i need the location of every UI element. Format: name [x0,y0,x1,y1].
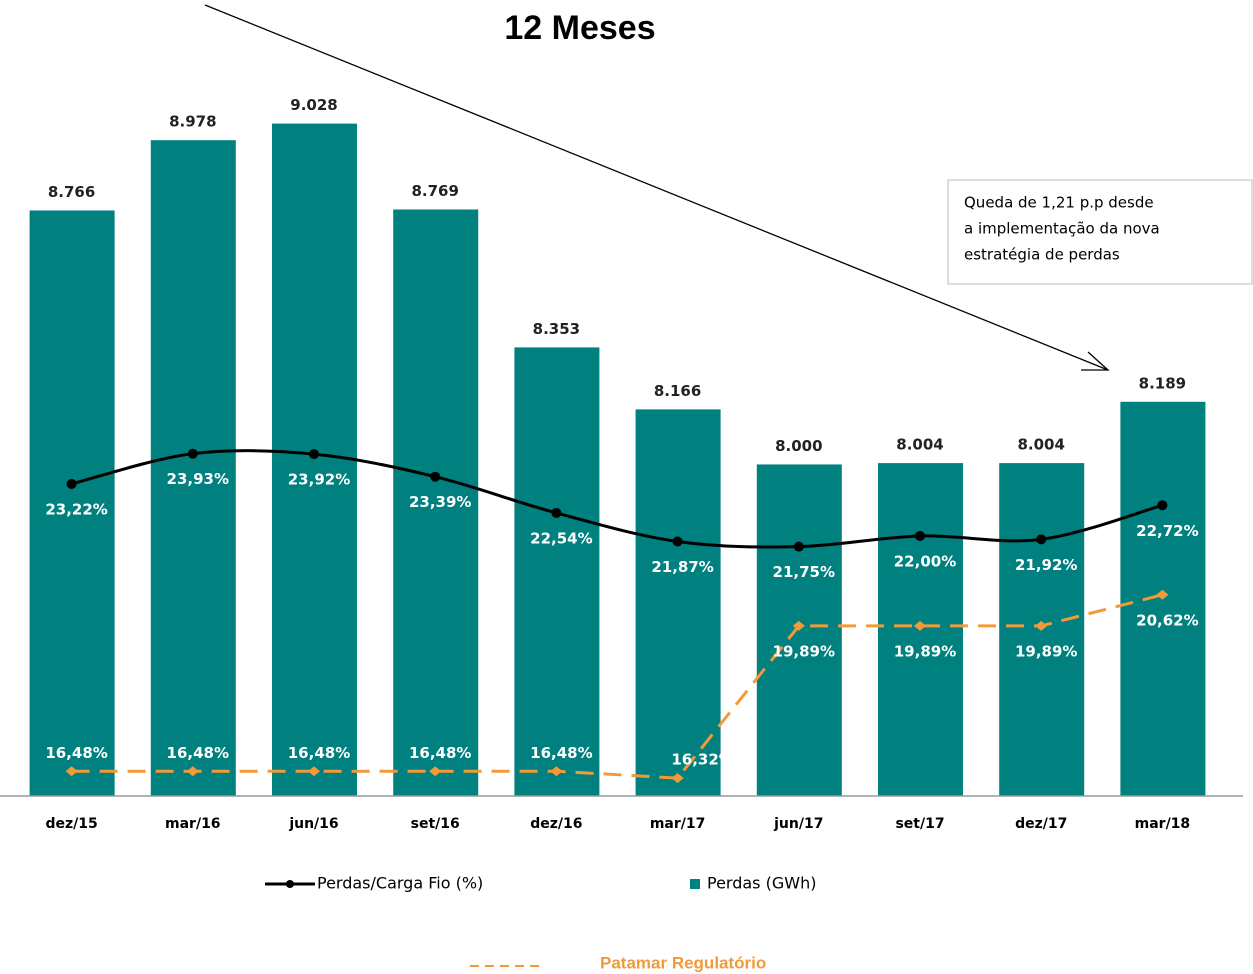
bar [29,210,115,796]
x-tick-label: set/17 [895,816,944,832]
line-value-label: 23,22% [45,500,107,518]
bar-value-label: 8.004 [896,436,943,454]
line-marker [1036,534,1047,545]
line-marker [1035,620,1048,631]
line-marker [550,766,563,777]
arrow-head [1081,351,1110,371]
x-tick-label: mar/16 [165,816,221,832]
legend-label: Patamar Regulatório [600,953,766,972]
bar-value-label: 8.166 [654,382,701,400]
line-marker [65,766,78,777]
line-marker [792,620,805,631]
bar-value-label: 8.769 [411,182,458,200]
line-value-label: 16,48% [530,744,592,762]
line-marker [551,507,562,518]
bar-value-label: 8.189 [1139,374,1186,392]
legend-label: Perdas (GWh) [707,874,816,893]
bar-value-label: 8.766 [48,183,95,201]
line-marker [429,766,442,777]
line-value-label: 19,89% [894,642,956,660]
x-tick-label: dez/16 [530,816,582,832]
bar-value-label: 8.000 [775,437,822,455]
line-marker [915,530,925,541]
line-marker [914,620,926,631]
x-tick-label: dez/15 [45,816,97,832]
line-value-label: 23,39% [409,493,471,511]
legend-swatch [286,880,294,888]
bar [635,409,721,796]
line-marker [1157,500,1168,511]
line-value-label: 20,62% [1136,611,1198,629]
line [71,593,1163,780]
annotation-text: estratégia de perdas [964,246,1120,264]
bar-value-label: 8.978 [169,113,216,131]
line-marker [186,766,199,777]
legend-swatch [690,879,700,889]
x-tick-label: jun/16 [288,816,338,832]
line-value-label: 16,48% [409,744,471,762]
bar [272,123,357,796]
line-value-label: 19,89% [773,642,835,660]
line-value-label: 19,89% [1015,642,1077,660]
line-marker [672,536,683,547]
line-value-label: 22,54% [530,529,592,547]
line-marker [308,766,320,777]
x-tick-label: dez/17 [1015,816,1067,832]
line-value-label: 22,72% [1136,522,1198,540]
line-value-label: 22,00% [894,552,956,570]
line-marker [309,449,319,460]
line-marker [793,541,804,552]
line-value-label: 23,92% [288,471,350,489]
chart-title: 12 Meses [504,9,655,47]
bar [393,209,479,797]
line-marker [430,471,441,482]
annotation-text: Queda de 1,21 p.p desde [964,194,1154,212]
bar-value-label: 9.028 [290,96,337,114]
line-value-label: 16,48% [288,744,350,762]
line-value-label: 23,93% [167,470,229,488]
bar-value-label: 8.004 [1017,436,1064,454]
line-value-label: 16,48% [167,744,229,762]
bar [150,140,236,796]
bar [514,347,600,796]
annotation-arrow [204,4,1109,371]
line-marker [66,478,77,489]
line-marker [671,773,684,784]
line-value-label: 21,75% [773,563,835,581]
line-marker [1156,589,1169,600]
annotation-text: a implementação da nova [964,220,1160,238]
line-marker [187,448,198,459]
legend-label: Perdas/Carga Fio (%) [317,874,483,893]
line-value-label: 16,32% [671,751,733,769]
annotation-box [947,179,1253,285]
line-value-label: 21,92% [1015,556,1077,574]
line [71,449,1163,549]
x-tick-label: jun/17 [773,816,823,832]
x-tick-label: mar/17 [650,816,706,832]
x-tick-label: set/16 [411,816,460,832]
bar-value-label: 8.353 [533,320,580,338]
line-value-label: 16,48% [45,744,107,762]
x-tick-label: mar/18 [1135,816,1191,832]
line-value-label: 21,87% [651,558,713,576]
